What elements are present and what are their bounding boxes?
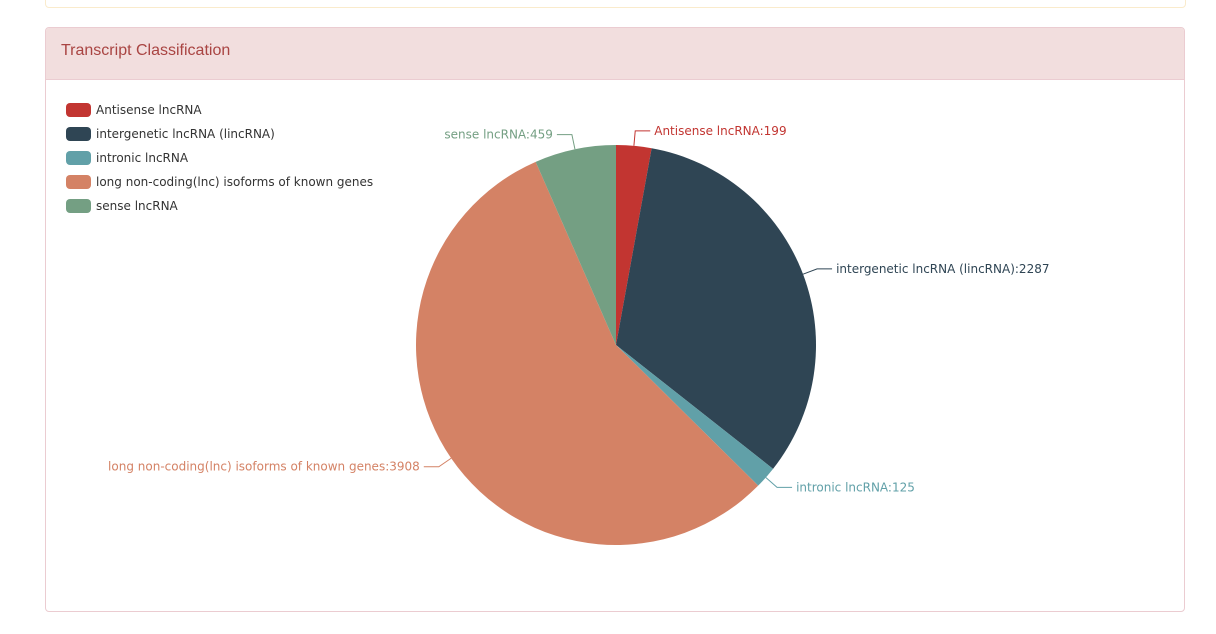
slice-antisense[interactable] [616, 145, 652, 345]
legend-swatch-icon [66, 199, 91, 213]
legend-item-antisense[interactable]: Antisense lncRNA [66, 98, 373, 122]
slice-label-antisense: Antisense lncRNA:199 [654, 124, 786, 138]
slice-label-intronic: intronic lncRNA:125 [796, 480, 915, 494]
legend-label: long non-coding(lnc) isoforms of known g… [96, 175, 374, 189]
slice-intergenetic[interactable] [616, 148, 816, 469]
pie-chart: Antisense lncRNA:199 intergenetic lncRNA … [108, 124, 1049, 546]
slice-lnc-isoforms[interactable] [415, 161, 759, 546]
slice-label-lnc_isoforms: long non-coding(lnc) isoforms of known g… [108, 460, 420, 474]
slice-intronic[interactable] [616, 345, 774, 486]
legend-swatch-icon [66, 151, 91, 165]
legend-label: sense lncRNA [96, 199, 178, 213]
slice-label-sense: sense lncRNA:459 [444, 128, 553, 142]
legend-swatch-icon [66, 175, 91, 189]
legend-label: intronic lncRNA [96, 151, 189, 165]
slice-label-intergenetic: intergenetic lncRNA (lincRNA):2287 [836, 262, 1049, 276]
chart-legend: Antisense lncRNA intergenetic lncRNA (li… [66, 98, 373, 218]
previous-panel [45, 0, 1186, 8]
legend-swatch-icon [66, 103, 91, 117]
label-line [556, 134, 576, 150]
legend-label: Antisense lncRNA [96, 103, 202, 117]
legend-label: intergenetic lncRNA (lincRNA) [96, 127, 275, 141]
label-line [802, 268, 833, 275]
panel-title: Transcript Classification [61, 42, 231, 59]
legend-item-lnc-isoforms[interactable]: long non-coding(lnc) isoforms of known g… [66, 170, 373, 194]
legend-item-intronic[interactable]: intronic lncRNA [66, 146, 373, 170]
slice-sense[interactable] [535, 145, 616, 345]
label-line [633, 130, 651, 146]
label-line [423, 457, 452, 468]
label-line [765, 477, 793, 488]
legend-item-sense[interactable]: sense lncRNA [66, 194, 373, 218]
transcript-classification-panel: Transcript Classification Antisense lncR… [45, 27, 1185, 612]
legend-item-intergenetic[interactable]: intergenetic lncRNA (lincRNA) [66, 122, 373, 146]
panel-heading: Transcript Classification [46, 28, 1184, 80]
panel-body: Antisense lncRNA:199 intergenetic lncRNA … [46, 80, 1184, 610]
legend-swatch-icon [66, 127, 91, 141]
